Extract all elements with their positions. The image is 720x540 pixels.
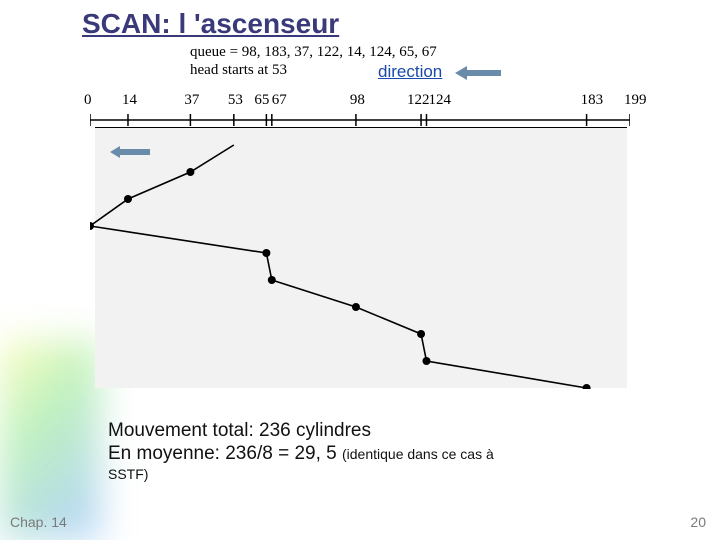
- axis-tick-label: 98: [350, 92, 365, 109]
- direction-arrow-icon: [455, 66, 501, 85]
- summary-text: Mouvement total: 236 cylindres En moyenn…: [108, 420, 668, 482]
- queue-text: queue = 98, 183, 37, 122, 14, 124, 65, 6…: [190, 44, 437, 61]
- axis-tick-label: 67: [272, 92, 287, 109]
- axis-tick-label: 122: [407, 92, 430, 109]
- axis-tick-label: 37: [184, 92, 199, 109]
- head-start-text: head starts at 53: [190, 62, 287, 79]
- page-title: SCAN: l 'ascenseur: [82, 8, 339, 40]
- axis-tick-label: 199: [624, 92, 647, 109]
- summary-line-3: SSTF): [108, 466, 668, 483]
- axis-tick-label: 53: [228, 92, 243, 109]
- direction-label: direction: [378, 62, 442, 82]
- axis-tick-label: 14: [122, 92, 137, 109]
- scan-path: [90, 127, 630, 389]
- footer-page-number: 20: [690, 514, 706, 530]
- decorative-gradient: [0, 340, 100, 540]
- axis: 0143753656798122124183199: [90, 90, 630, 130]
- axis-tick-label: 0: [84, 92, 92, 109]
- footer-chapter: Chap. 14: [10, 514, 67, 530]
- axis-tick-label: 65: [254, 92, 269, 109]
- scan-direction-arrow-icon: [110, 145, 150, 163]
- summary-line-1: Mouvement total: 236 cylindres: [108, 420, 668, 443]
- summary-line-2: En moyenne: 236/8 = 29, 5 (identique dan…: [108, 443, 668, 466]
- axis-tick-label: 183: [581, 92, 604, 109]
- axis-tick-label: 124: [428, 92, 451, 109]
